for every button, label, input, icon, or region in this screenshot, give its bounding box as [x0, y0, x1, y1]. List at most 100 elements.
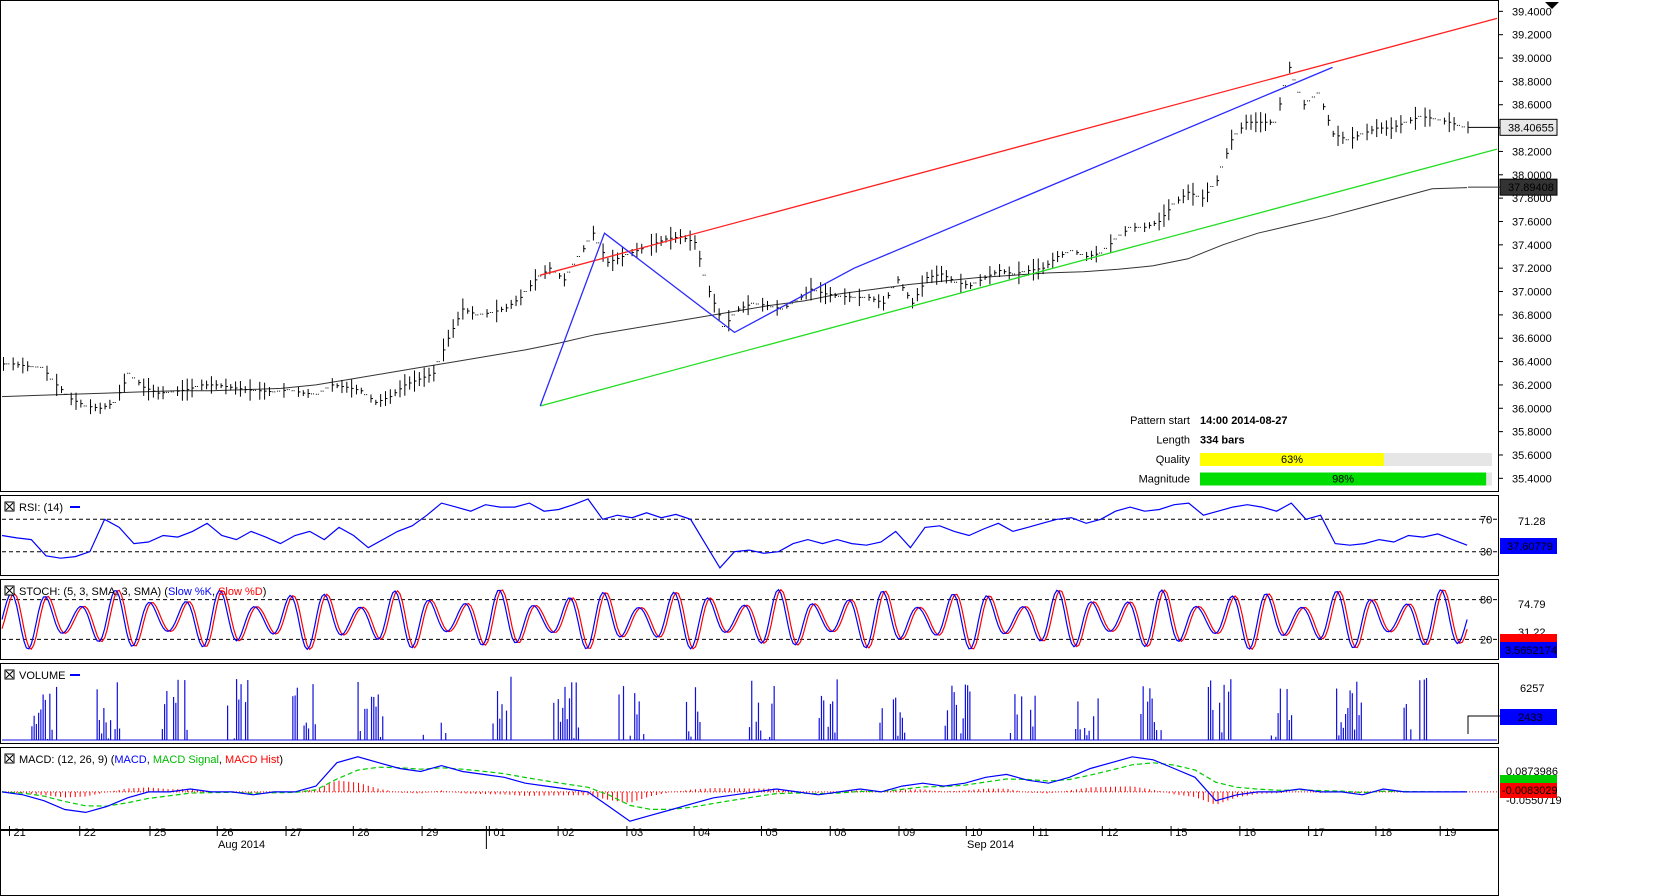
macd-panel-title: MACD: (12, 26, 9) (MACD, MACD Signal, MA… — [4, 753, 283, 766]
volume-plot: 6257 2433 — [2, 676, 1557, 741]
time-tick-label: 19 — [1444, 827, 1456, 839]
price-tick-label: 36.2000 — [1512, 380, 1552, 392]
stoch-panel-frame — [0, 579, 1499, 660]
price-tick-label: 39.0000 — [1512, 53, 1552, 65]
upper-trendline — [540, 17, 1498, 276]
stoch-panel-title: STOCH: (5, 3, SMA, 3, SMA) (Slow %K, Slo… — [4, 585, 266, 598]
last-price-label: 38.40655 — [1508, 122, 1554, 134]
time-tick-label: 05 — [765, 827, 777, 839]
pattern-info-label: Pattern start — [1130, 415, 1190, 427]
macd-signal-line — [1, 762, 1468, 810]
price-tick-label: 35.4000 — [1512, 473, 1552, 485]
zigzag-line — [539, 66, 1333, 407]
last-price-box — [1499, 118, 1558, 136]
rsi-title: RSI: (14) — [19, 502, 63, 514]
stoch-title: STOCH: (5, 3, SMA, 3, SMA) (Slow %K, Slo… — [19, 586, 266, 598]
price-tick-label: 38.8000 — [1512, 76, 1552, 88]
stoch-k-line — [1, 588, 1468, 651]
time-tick-label: 22 — [84, 827, 96, 839]
stoch-value-box — [1500, 642, 1557, 658]
macd-plot: 0.0873986-0.0550719-0.0083029 — [1, 756, 1562, 822]
pattern-bar-fill — [1200, 472, 1487, 486]
volume-title: VOLUME — [19, 670, 65, 682]
rsi-line — [1, 498, 1468, 569]
ma-value-box — [1499, 178, 1558, 196]
rsi-value-box — [1500, 538, 1557, 554]
time-tick-label: 10 — [970, 827, 982, 839]
pattern-info-value: 334 bars — [1200, 435, 1245, 447]
stoch-d-box — [1500, 634, 1557, 642]
time-tick-label: 09 — [903, 827, 915, 839]
macd-title: MACD: (12, 26, 9) (MACD, MACD Signal, MA… — [19, 754, 283, 766]
stoch-axis-label: 74.79 — [1518, 599, 1546, 611]
rsi-axis-label: 71.28 — [1518, 516, 1546, 528]
price-axis: 35.4000 35.6000 35.8000 36.0000 36.2000 36.40… — [1498, 6, 1552, 485]
price-tick-label: 36.4000 — [1512, 357, 1552, 369]
macd-value-label: -0.0083029 — [1502, 785, 1558, 797]
price-plot: 38.40655 37.89408 — [1, 17, 1558, 415]
rsi-level-label: 30 — [1480, 547, 1492, 559]
time-tick-label: 15 — [1175, 827, 1187, 839]
stoch-close-icon-cross — [5, 586, 14, 595]
scroll-marker-icon[interactable] — [1545, 2, 1559, 9]
time-tick-label: 21 — [13, 827, 25, 839]
pattern-bar-value: 98% — [1332, 474, 1354, 486]
time-tick-label: 27 — [290, 827, 302, 839]
time-tick-label: 02 — [562, 827, 574, 839]
volume-panel-frame — [0, 663, 1499, 744]
price-tick-label: 39.2000 — [1512, 30, 1552, 42]
price-tick-label: 37.8000 — [1512, 193, 1552, 205]
price-tick-label: 36.0000 — [1512, 403, 1552, 415]
macd-signal-box — [1500, 775, 1557, 783]
price-tick-label: 35.6000 — [1512, 450, 1552, 462]
volume-current-mark — [1467, 715, 1500, 734]
time-tick-label: 04 — [698, 827, 710, 839]
time-tick-label: 18 — [1380, 827, 1392, 839]
price-tick-label: 37.4000 — [1512, 240, 1552, 252]
time-tick-label: 01 — [493, 827, 505, 839]
rsi-panel-frame — [0, 495, 1499, 576]
macd-panel-frame — [0, 747, 1499, 830]
volume-axis-label: 6257 — [1520, 683, 1544, 695]
time-tick-label: 28 — [357, 827, 369, 839]
price-panel-frame — [0, 0, 1499, 492]
price-tick-label: 37.2000 — [1512, 263, 1552, 275]
lower-trendline — [540, 148, 1498, 407]
time-tick-label: 25 — [154, 827, 166, 839]
price-tick-label: 39.4000 — [1512, 6, 1552, 18]
rsi-close-icon-cross — [5, 502, 14, 511]
volume-panel-title: VOLUME — [4, 669, 80, 682]
time-tick-label: 16 — [1244, 827, 1256, 839]
pattern-bar-fill — [1200, 453, 1384, 466]
rsi-panel-title: RSI: (14) — [4, 501, 80, 514]
pattern-info: Pattern start 14:00 2014-08-27 Length 334 b… — [1130, 415, 1492, 486]
stoch-value-label: 3.5652174 — [1505, 645, 1557, 657]
price-tick-label: 38.6000 — [1512, 100, 1552, 112]
stoch-level-label: 80 — [1480, 595, 1492, 607]
month-label: Aug 2014 — [218, 839, 265, 851]
pattern-info-label: Length — [1156, 435, 1190, 447]
rsi-plot: 70 30 71.28 37.60779 — [1, 498, 1557, 569]
price-tick-label: 37.6000 — [1512, 216, 1552, 228]
time-tick-label: 17 — [1313, 827, 1325, 839]
time-tick-label: 26 — [221, 827, 233, 839]
month-label: Sep 2014 — [967, 839, 1014, 851]
time-axis: 21 22 25 26 27 28 29 01 02 03 04 05 08 09 10 11 12 15 16 17… — [8, 826, 1456, 851]
ma-value-label: 37.89408 — [1508, 182, 1554, 194]
volume-value-label: 2433 — [1518, 712, 1542, 724]
price-tick-label: 37.0000 — [1512, 287, 1552, 299]
price-tick-label: 36.6000 — [1512, 333, 1552, 345]
rsi-value-label: 37.60779 — [1507, 541, 1553, 553]
price-tick-label: 38.2000 — [1512, 146, 1552, 158]
volume-close-icon-cross — [5, 670, 14, 679]
time-tick-label: 11 — [1038, 827, 1049, 839]
rsi-level-label: 70 — [1480, 514, 1492, 526]
moving-average-line — [1, 187, 1468, 398]
stoch-level-label: 20 — [1480, 634, 1492, 646]
price-tick-label: 35.8000 — [1512, 427, 1552, 439]
macd-line — [1, 756, 1468, 822]
price-tick-label: 36.8000 — [1512, 310, 1552, 322]
macd-value-box — [1500, 783, 1557, 798]
